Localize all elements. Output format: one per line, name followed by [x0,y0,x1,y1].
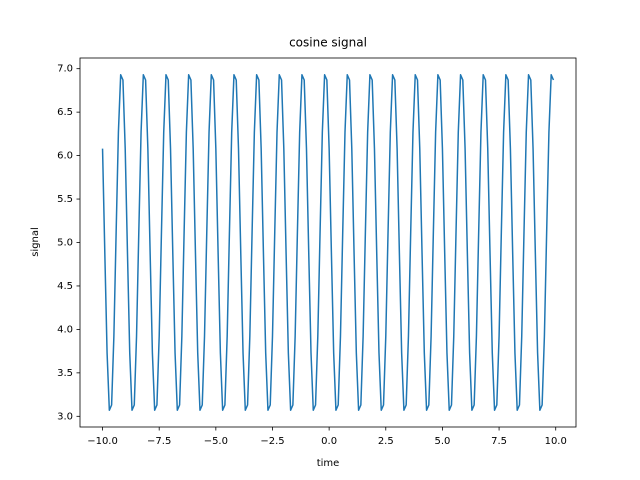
y-tick-label: 4.0 [57,324,73,335]
x-tick-label: 7.5 [491,436,507,447]
x-tick-label: −10.0 [87,436,118,447]
y-tick-label: 5.0 [57,238,73,249]
x-tick-label: −5.0 [204,436,228,447]
x-tick-label: 0.0 [321,436,337,447]
x-tick-label: −7.5 [147,436,171,447]
y-tick-label: 4.5 [57,281,73,292]
y-tick-label: 3.0 [57,411,73,422]
x-tick-label: 2.5 [378,436,394,447]
chart-title: cosine signal [289,36,367,50]
x-tick-label: 5.0 [434,436,450,447]
y-tick-label: 6.5 [57,107,73,118]
plot-area [101,74,555,411]
x-tick-label: −2.5 [260,436,284,447]
x-axis-label: time [317,458,340,469]
x-tick-label: 10.0 [545,436,567,447]
y-tick-label: 3.5 [57,368,73,379]
y-tick-label: 6.0 [57,151,73,162]
y-tick-label: 5.5 [57,194,73,205]
y-axis-label: signal [30,227,41,257]
data-line [101,74,555,411]
y-tick-label: 7.0 [57,64,73,75]
